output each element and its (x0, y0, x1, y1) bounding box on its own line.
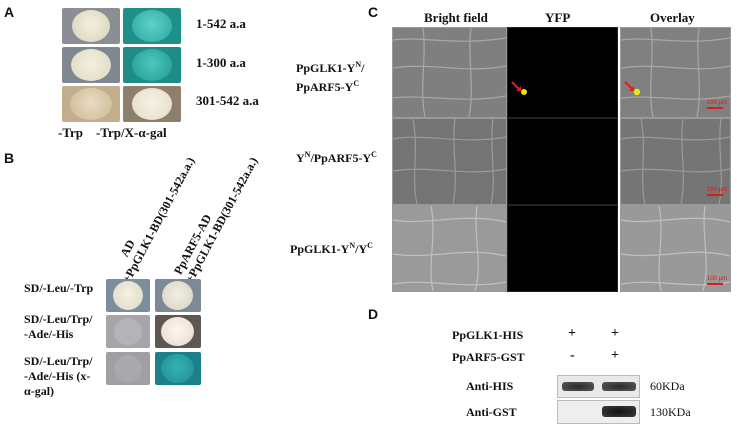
yeast-colony-absent (114, 355, 142, 382)
label-superscript: N (355, 60, 362, 69)
yeast-colony (113, 281, 143, 310)
bright-field-image (392, 205, 507, 292)
overlay-signal (621, 28, 730, 117)
protein-row-label: PpARF5-GST (452, 350, 525, 364)
overlay-image: 100 μm (620, 118, 731, 205)
yeast-colony (71, 49, 111, 81)
label-superscript: C (371, 150, 377, 159)
bright-field-image (392, 118, 507, 205)
medium-row-label: SD/-Leu/Trp/ -Ade/-His (x- α-gal) (24, 354, 92, 399)
yeast-colony (161, 317, 194, 346)
blot-band (562, 382, 594, 391)
bifc-row-label: PpGLK1-YN/YC (290, 241, 373, 257)
construct-label: 1-542 a.a (196, 16, 246, 31)
medium-label: -Trp/X-α-gal (96, 125, 167, 140)
construct-label: 301-542 a.a (196, 93, 259, 108)
medium-row-label-line: SD/-Leu/Trp/ (24, 312, 93, 326)
bright-field-image (392, 27, 507, 118)
label-text: /Y (355, 242, 368, 256)
column-header-line: AD (117, 237, 138, 260)
yeast-colony-blue (161, 354, 194, 383)
western-blot-his (557, 375, 640, 398)
panel-label-b: B (4, 150, 15, 166)
yeast-spot-tile (62, 8, 120, 44)
scale-bar-label: 100 μm (707, 276, 728, 282)
cell-wall-outlines (621, 119, 730, 204)
label-text: PpGLK1-Y (290, 242, 350, 256)
lane-mark: - (570, 348, 575, 363)
yeast-spot-tile (106, 315, 150, 348)
yeast-colony (162, 281, 193, 310)
yeast-colony (132, 88, 172, 120)
label-text: PpGLK1-Y (296, 61, 356, 75)
cell-wall-outlines (621, 206, 730, 291)
yeast-spot-tile (62, 86, 120, 122)
yeast-colony-blue (132, 10, 172, 42)
scale-bar-label: 100 μm (707, 100, 728, 106)
yeast-colony (72, 10, 110, 42)
panel-a-plate-grid (62, 8, 184, 122)
molecular-weight-label: 130KDa (650, 405, 691, 419)
yeast-colony (70, 88, 112, 120)
bifc-row-label: YN/PpARF5-YC (296, 150, 377, 166)
construct-label: 1-300 a.a (196, 55, 246, 70)
label-text: /PpARF5-Y (310, 151, 372, 165)
column-header-overlay: Overlay (650, 10, 695, 25)
medium-row-label: SD/-Leu/-Trp (24, 281, 94, 295)
overlay-image: 100 μm (620, 205, 731, 292)
label-superscript: C (353, 79, 360, 88)
label-superscript: C (367, 241, 373, 250)
lane-mark: + (568, 326, 576, 341)
overlay-image: 100 μm (620, 27, 731, 118)
cell-wall-outlines (393, 28, 506, 117)
label-superscript: N (304, 150, 311, 159)
scale-bar (707, 283, 723, 285)
yeast-spot-tile (62, 47, 120, 83)
medium-row-label-line: -Ade/-His (24, 327, 74, 341)
lane-mark: + (611, 348, 619, 363)
scale-bar-label: 100 μm (707, 187, 728, 193)
yeast-spot-tile (155, 315, 201, 348)
label-text: PpARF5-Y (296, 80, 354, 94)
blot-band (602, 406, 636, 417)
yfp-signal (511, 81, 527, 95)
yeast-colony-absent (114, 318, 142, 345)
label-text: Y (296, 151, 305, 165)
column-header-bright-field: Bright field (424, 10, 488, 25)
antibody-label: Anti-HIS (466, 379, 514, 393)
yeast-spot-tile (155, 279, 201, 312)
scale-bar (707, 107, 723, 109)
antibody-label: Anti-GST (466, 405, 517, 419)
medium-label: -Trp (58, 125, 84, 140)
yfp-image (507, 118, 618, 205)
blot-band (602, 382, 636, 391)
yeast-spot-tile (155, 352, 201, 385)
scale-bar (707, 194, 723, 196)
medium-row-label: SD/-Leu/Trp/ -Ade/-His (24, 312, 92, 342)
panel-label-a: A (4, 4, 15, 20)
cell-wall-outlines (393, 119, 506, 204)
yeast-spot-tile (123, 86, 181, 122)
yeast-spot-tile (106, 279, 150, 312)
medium-row-label-line: -Ade/-His (x- (24, 369, 91, 383)
medium-row-label-line: SD/-Leu/Trp/ (24, 354, 93, 368)
yfp-image (507, 27, 618, 118)
column-header-yfp: YFP (545, 10, 571, 25)
lane-mark: + (611, 326, 619, 341)
molecular-weight-label: 60KDa (650, 379, 685, 393)
label-text: / (361, 61, 365, 75)
yeast-spot-tile (106, 352, 150, 385)
western-blot-gst (557, 400, 640, 424)
yeast-colony-blue (132, 49, 172, 81)
label-superscript: N (349, 241, 356, 250)
panel-label-d: D (368, 306, 379, 322)
bifc-row-label: PpGLK1-YN/ PpARF5-YC (296, 57, 364, 95)
yfp-image (507, 205, 618, 292)
yeast-spot-tile (123, 8, 181, 44)
protein-row-label: PpGLK1-HIS (452, 328, 524, 342)
yeast-spot-tile (123, 47, 181, 83)
cell-wall-outlines (393, 206, 506, 291)
medium-row-label-line: α-gal) (24, 384, 55, 398)
panel-label-c: C (368, 4, 379, 20)
